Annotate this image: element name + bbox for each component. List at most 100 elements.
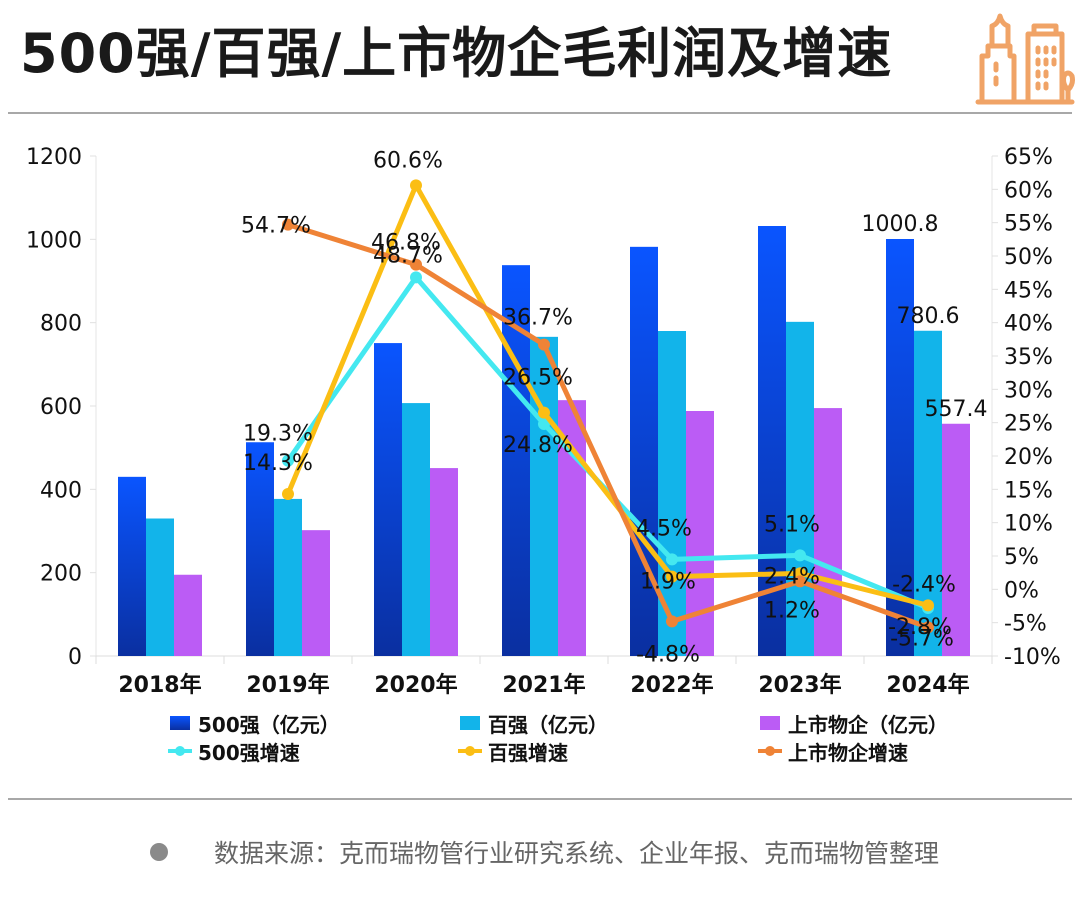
x-axis-tick-label: 2019年 bbox=[246, 672, 329, 698]
legend-marker bbox=[175, 746, 185, 756]
line-data-label: 46.8% bbox=[371, 230, 441, 255]
x-axis-tick-label: 2022年 bbox=[630, 672, 713, 698]
legend-item: 500强增速 bbox=[168, 741, 300, 765]
right-axis-tick-label: 40% bbox=[1004, 312, 1053, 337]
right-axis-tick-label: 30% bbox=[1004, 378, 1053, 403]
bar-data-label: 780.6 bbox=[897, 304, 960, 329]
right-axis-tick-label: 60% bbox=[1004, 178, 1053, 203]
right-axis-tick-label: 25% bbox=[1004, 412, 1053, 437]
growth-listed-point bbox=[538, 338, 550, 351]
right-axis-tick-label: 50% bbox=[1004, 245, 1053, 270]
bar-500 bbox=[374, 343, 402, 656]
right-axis-tick-label: -5% bbox=[1004, 612, 1047, 637]
x-axis-tick-label: 2023年 bbox=[758, 672, 841, 698]
line-data-label: 36.7% bbox=[503, 306, 573, 331]
legend-item: 500强（亿元） bbox=[170, 713, 340, 737]
line-data-label: 19.3% bbox=[243, 422, 313, 447]
line-data-label: 1.2% bbox=[764, 598, 820, 623]
line-data-label: -2.4% bbox=[892, 572, 956, 597]
legend-item: 上市物企（亿元） bbox=[760, 713, 948, 737]
right-axis-tick-label: 15% bbox=[1004, 478, 1053, 503]
bar-500 bbox=[246, 442, 274, 656]
legend-marker bbox=[765, 746, 775, 756]
bar-top100 bbox=[402, 403, 430, 656]
growth-top100-point bbox=[538, 406, 550, 419]
page-title: 500强/百强/上市物企毛利润及增速 bbox=[20, 22, 893, 85]
legend-swatch bbox=[170, 716, 190, 730]
growth-listed-point bbox=[666, 615, 678, 628]
line-data-label: -5.7% bbox=[890, 626, 954, 651]
right-axis-tick-label: 5% bbox=[1004, 545, 1039, 570]
left-axis-tick-label: 800 bbox=[40, 312, 82, 337]
growth-top100-point bbox=[922, 599, 934, 612]
bar-500 bbox=[886, 239, 914, 656]
legend-label: 百强（亿元） bbox=[488, 713, 608, 737]
right-axis-tick-label: 20% bbox=[1004, 445, 1053, 470]
bar-500 bbox=[118, 476, 146, 656]
growth-listed-point bbox=[282, 218, 294, 231]
bar-listed bbox=[430, 468, 458, 656]
right-axis-tick-label: 0% bbox=[1004, 578, 1039, 603]
growth-500-point bbox=[538, 418, 550, 430]
line-data-label: 24.8% bbox=[503, 433, 573, 458]
growth-listed-line bbox=[285, 222, 931, 630]
x-axis-tick-label: 2018年 bbox=[118, 672, 201, 698]
line-data-label: 2.4% bbox=[764, 564, 820, 589]
x-axis-tick-label: 2024年 bbox=[886, 672, 969, 698]
line-data-label: 54.7% bbox=[241, 214, 311, 239]
bar-top100 bbox=[530, 336, 558, 656]
line-data-label: 60.6% bbox=[373, 148, 443, 173]
right-axis-tick-label: 55% bbox=[1004, 212, 1053, 237]
legend-label: 上市物企（亿元） bbox=[788, 713, 948, 737]
bar-data-label: 1000.8 bbox=[862, 212, 939, 237]
x-axis-tick-label: 2020年 bbox=[374, 672, 457, 698]
legend-marker bbox=[465, 746, 475, 756]
line-data-label: 48.7% bbox=[373, 244, 443, 269]
line-data-label: 14.3% bbox=[243, 451, 313, 476]
legend-swatch bbox=[760, 716, 780, 730]
legend-item: 百强增速 bbox=[458, 741, 568, 765]
growth-500-point bbox=[282, 454, 294, 467]
line-data-label: 26.5% bbox=[503, 366, 573, 391]
line-data-label: 4.5% bbox=[636, 516, 692, 541]
growth-500-point bbox=[666, 553, 678, 566]
left-axis-tick-label: 1000 bbox=[26, 228, 82, 253]
growth-top100-point bbox=[410, 179, 422, 192]
legend-label: 上市物企增速 bbox=[788, 741, 908, 765]
line-data-label: -2.8% bbox=[888, 615, 952, 640]
line-data-label: 1.9% bbox=[640, 570, 696, 595]
growth-top100-line bbox=[285, 182, 931, 608]
bar-top100 bbox=[658, 331, 686, 656]
left-axis-tick-label: 600 bbox=[40, 395, 82, 420]
growth-top100-point bbox=[666, 570, 678, 583]
right-axis-tick-label: 10% bbox=[1004, 512, 1053, 537]
gross-profit-chart: 0 200 400 600 800 1000 1200 -10% -5% 0% 5% 10% 15% 20… bbox=[26, 145, 1061, 765]
growth-500-point bbox=[794, 549, 806, 562]
footer-divider bbox=[8, 798, 1072, 800]
bullet-icon bbox=[150, 843, 168, 861]
line-data-label: -4.8% bbox=[636, 642, 700, 667]
legend-swatch bbox=[460, 716, 480, 730]
left-axis-tick-label: 0 bbox=[68, 645, 82, 670]
right-axis-tick-label: 65% bbox=[1004, 145, 1053, 170]
bar-listed bbox=[814, 408, 842, 656]
left-axis-tick-label: 400 bbox=[40, 478, 82, 503]
right-axis-tick-label: 35% bbox=[1004, 345, 1053, 370]
growth-listed-point bbox=[794, 575, 806, 588]
data-source-text: 数据来源：克而瑞物管行业研究系统、企业年报、克而瑞物管整理 bbox=[214, 839, 940, 868]
legend-label: 500强（亿元） bbox=[198, 713, 340, 737]
title-divider bbox=[8, 112, 1072, 114]
growth-500-point bbox=[410, 271, 422, 284]
growth-listed-point bbox=[410, 258, 422, 271]
bar-top100 bbox=[274, 498, 302, 656]
growth-listed-point bbox=[922, 621, 934, 634]
bar-500 bbox=[630, 246, 658, 656]
right-axis-tick-label: -10% bbox=[1004, 645, 1061, 670]
city-buildings-icon bbox=[975, 13, 1075, 105]
legend-item: 上市物企增速 bbox=[758, 741, 908, 765]
bar-top100 bbox=[146, 518, 174, 656]
growth-top100-point bbox=[282, 488, 294, 500]
bar-data-label: 557.4 bbox=[925, 397, 988, 422]
left-axis-tick-label: 200 bbox=[40, 562, 82, 587]
x-axis-tick-label: 2021年 bbox=[502, 672, 585, 698]
